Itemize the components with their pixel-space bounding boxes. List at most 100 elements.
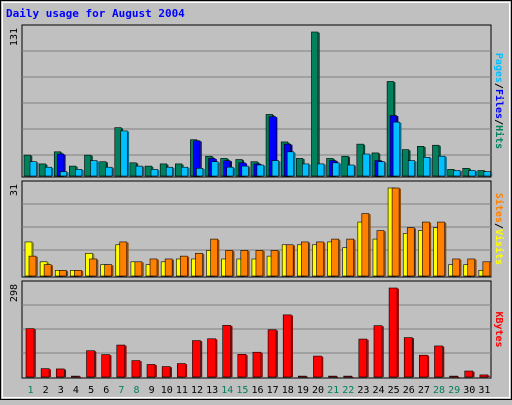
bar-pages-day-7 — [120, 130, 128, 177]
bar-pages-day-11 — [180, 166, 189, 177]
bar-sites-day-31-side — [490, 262, 492, 276]
bar-sites-day-6 — [104, 264, 112, 277]
bar-kbytes-day-4 — [71, 375, 80, 378]
bar-pages-day-9-side — [157, 170, 160, 176]
bar-pages-day-1 — [29, 161, 37, 177]
day-label-1: 1 — [28, 385, 34, 396]
bar-kbytes-day-31 — [479, 374, 489, 378]
bar-kbytes-day-7 — [116, 344, 126, 378]
bar-sites-day-5 — [89, 258, 97, 277]
axis-label-part: Sites — [493, 193, 505, 223]
bar-pages-day-19-side — [309, 164, 311, 176]
bar-pages-day-4-side — [82, 170, 84, 176]
axis-label-part: Hits — [493, 125, 505, 149]
bar-sites-day-30 — [467, 258, 476, 277]
bar-sites-day-3-side — [66, 271, 69, 276]
bar-sites-day-30-side — [475, 259, 477, 276]
day-label-28: 28 — [433, 385, 445, 396]
bar-pages-day-12-side — [203, 169, 205, 176]
bar-pages-day-17-side — [278, 161, 281, 176]
bar-kbytes-day-11-side — [185, 364, 188, 377]
bar-sites-day-4-side — [81, 271, 84, 276]
bar-pages-day-20-side — [324, 164, 326, 176]
bar-kbytes-day-16-side — [261, 353, 263, 377]
bar-pages-day-24-side — [384, 162, 387, 176]
bar-pages-day-8 — [135, 165, 143, 177]
bar-kbytes-day-31-side — [488, 375, 490, 377]
bar-pages-day-25 — [392, 121, 400, 177]
bar-files-day-3-side — [64, 155, 66, 176]
axis-label-part: / — [493, 119, 504, 125]
bar-sites-day-9 — [149, 258, 158, 277]
bar-kbytes-day-11 — [176, 363, 186, 378]
bar-pages-day-28 — [438, 155, 446, 177]
panel-1-axis-label: Pages/Files/Hits — [493, 53, 505, 149]
day-label-13: 13 — [206, 385, 218, 396]
day-label-12: 12 — [191, 385, 203, 396]
bar-hits-day-10 — [159, 163, 167, 177]
bar-pages-day-2-side — [51, 168, 54, 176]
bar-pages-day-28-side — [445, 157, 447, 176]
bar-pages-day-13-side — [218, 162, 220, 176]
bar-pages-day-10-side — [172, 168, 175, 176]
bar-pages-day-10 — [165, 166, 173, 177]
bar-pages-day-27 — [423, 157, 431, 177]
bar-hits-day-4 — [69, 165, 77, 177]
bar-pages-day-4 — [75, 169, 83, 177]
bar-kbytes-day-24-side — [382, 326, 384, 377]
bar-sites-day-21 — [331, 238, 339, 277]
day-label-9: 9 — [149, 385, 155, 396]
bar-kbytes-day-25-side — [397, 289, 399, 377]
day-label-6: 6 — [103, 385, 109, 396]
bar-sites-day-8 — [134, 261, 143, 277]
bar-kbytes-day-14 — [222, 325, 231, 378]
panel-3-ymax-label: 298 — [9, 284, 20, 302]
bar-pages-day-3 — [59, 171, 68, 177]
bar-pages-day-31-side — [490, 172, 493, 176]
bar-pages-day-27-side — [430, 158, 432, 176]
bar-pages-day-20 — [317, 163, 325, 177]
bar-kbytes-day-3-side — [64, 369, 67, 377]
bar-hits-day-8 — [129, 162, 137, 177]
bar-hits-day-20 — [311, 31, 319, 177]
bar-kbytes-day-24 — [373, 325, 383, 378]
bar-kbytes-day-30-side — [473, 372, 475, 377]
bar-pages-day-29 — [453, 170, 461, 177]
bar-kbytes-day-8-side — [140, 361, 142, 377]
bar-pages-day-15 — [241, 165, 249, 177]
bar-kbytes-day-7-side — [125, 346, 127, 377]
bar-kbytes-day-27 — [419, 354, 428, 378]
bar-kbytes-day-28 — [434, 345, 443, 378]
bar-kbytes-day-20 — [313, 355, 322, 378]
day-label-23: 23 — [357, 385, 369, 396]
day-label-2: 2 — [43, 385, 49, 396]
axis-label-part: Pages — [493, 53, 504, 83]
bar-hits-day-1 — [23, 154, 31, 177]
bar-sites-day-26 — [406, 227, 415, 277]
bar-kbytes-day-3 — [55, 368, 65, 378]
bar-pages-day-17 — [271, 160, 279, 177]
bar-sites-day-12-side — [202, 254, 205, 276]
bar-sites-day-5-side — [96, 259, 99, 276]
bar-kbytes-day-23 — [358, 338, 368, 378]
bar-hits-day-31 — [477, 170, 485, 177]
bar-sites-day-31 — [482, 261, 491, 277]
bar-sites-day-14-side — [232, 251, 235, 276]
bar-sites-day-17-side — [278, 251, 280, 276]
bar-sites-day-28-side — [444, 223, 447, 276]
axis-label-part: Visits — [493, 229, 505, 265]
axis-label-part: KBytes — [493, 311, 504, 347]
day-label-4: 4 — [73, 385, 79, 396]
bar-kbytes-day-1 — [25, 328, 35, 378]
bar-kbytes-day-27-side — [427, 356, 430, 377]
panel-1-frame — [21, 24, 492, 178]
bar-sites-day-11-side — [187, 257, 190, 276]
bar-sites-day-12 — [195, 252, 203, 277]
bar-kbytes-day-9 — [146, 364, 156, 378]
bar-sites-day-26-side — [414, 228, 417, 276]
bar-kbytes-day-10-side — [170, 367, 172, 377]
bar-kbytes-day-5 — [86, 350, 95, 378]
bar-sites-day-2-side — [51, 265, 53, 276]
bar-sites-day-8-side — [142, 262, 144, 276]
